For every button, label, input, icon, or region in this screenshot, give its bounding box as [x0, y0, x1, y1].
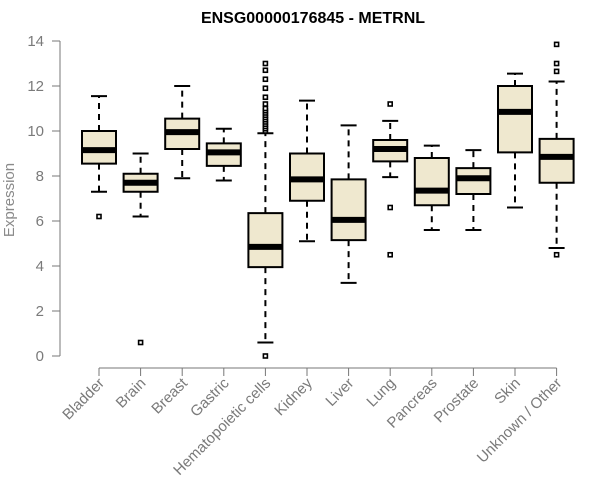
outlier-point: [262, 105, 269, 112]
outlier-point: [553, 41, 560, 48]
x-tick-label: Brain: [113, 375, 150, 412]
outlier-point: [387, 251, 394, 258]
x-tick-label: Skin: [491, 375, 524, 408]
box-iqr: [413, 157, 450, 207]
outlier-point: [137, 339, 144, 346]
y-tick-label: 8: [36, 168, 44, 185]
outlier-point: [553, 68, 560, 75]
x-tick-label: Bladder: [59, 375, 108, 424]
box-iqr: [247, 212, 284, 269]
x-tick-label: Lung: [363, 375, 399, 411]
box-group: [247, 60, 284, 359]
box-group: [164, 85, 201, 180]
box-iqr: [330, 178, 367, 242]
box-group: [81, 95, 117, 220]
box-group: [122, 152, 159, 346]
outlier-point: [553, 251, 560, 258]
boxes: [81, 41, 575, 359]
y-tick-label: 4: [36, 258, 44, 275]
y-axis: 0 2 4 6 8 10 12 14: [27, 33, 61, 365]
outlier-point: [262, 67, 269, 74]
box-group: [497, 72, 533, 209]
outlier-point: [387, 204, 394, 211]
outlier-point: [262, 76, 269, 83]
y-tick-label: 12: [27, 78, 44, 95]
y-tick-label: 0: [36, 348, 44, 365]
box-group: [538, 41, 575, 258]
outlier-point: [262, 60, 269, 67]
x-tick-label: Prostate: [431, 375, 483, 427]
box-group: [330, 124, 367, 284]
box-group: [205, 127, 242, 182]
outlier-point: [96, 213, 102, 220]
y-tick-label: 10: [27, 123, 44, 140]
box-group: [455, 149, 492, 231]
y-tick-label: 2: [36, 303, 44, 320]
box-iqr: [538, 137, 575, 184]
outlier-point: [262, 101, 269, 107]
outlier-point: [387, 101, 394, 107]
box-group: [289, 99, 325, 243]
x-tick-label: Breast: [148, 374, 191, 417]
chart-title: ENSG00000176845 - METRNL: [201, 10, 425, 27]
x-tick-label: Kidney: [271, 374, 316, 419]
y-axis-label: Expression: [1, 163, 18, 237]
y-tick-label: 14: [27, 33, 44, 50]
x-tick-label: Liver: [322, 375, 357, 410]
box-group: [413, 144, 450, 231]
outlier-point: [262, 85, 269, 92]
outlier-point: [553, 60, 560, 67]
outlier-point: [262, 94, 269, 101]
outlier-point: [262, 353, 269, 359]
box-group: [372, 101, 409, 258]
y-tick-label: 6: [36, 213, 44, 230]
box-iqr: [497, 85, 533, 154]
